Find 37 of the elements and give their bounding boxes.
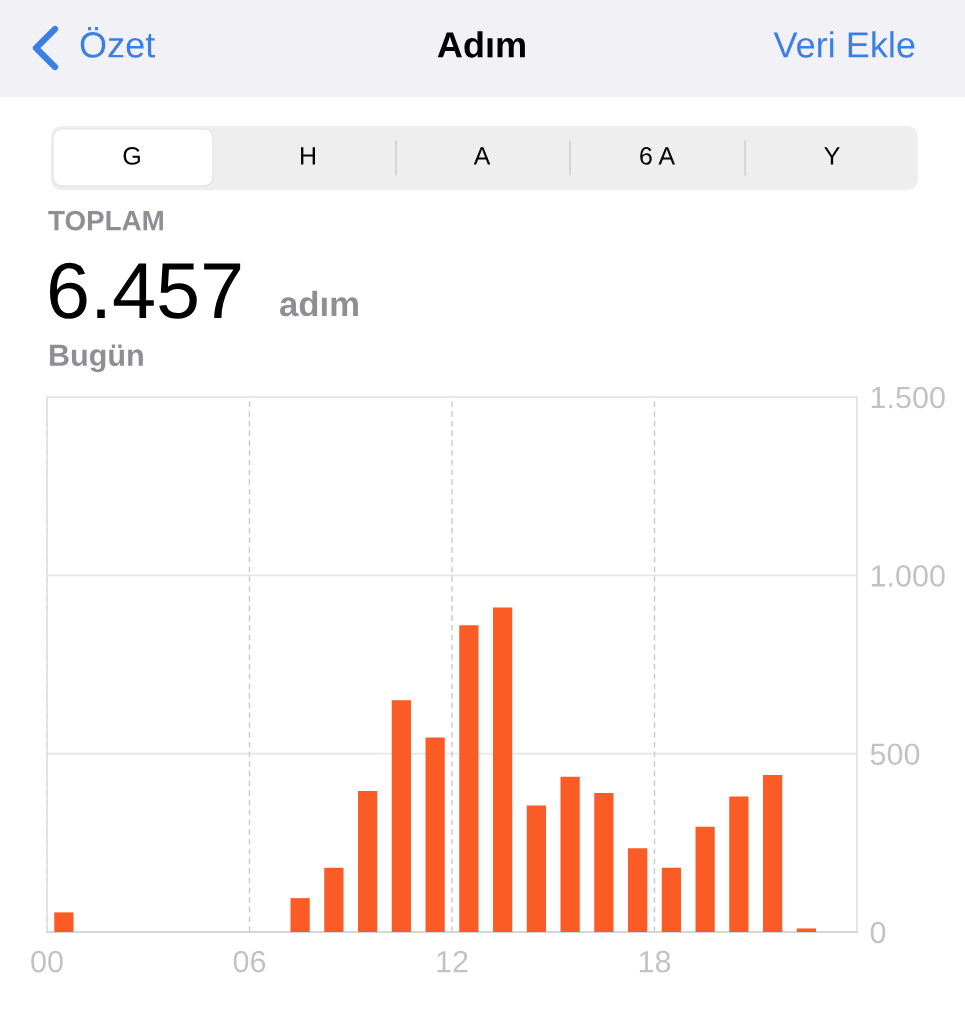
chart-title: Adım bbox=[437, 31, 525, 58]
text: Y bbox=[824, 147, 840, 165]
y-tick-label: 1.500 bbox=[871, 386, 945, 409]
text: G bbox=[123, 147, 140, 165]
bar bbox=[796, 928, 816, 932]
bar bbox=[459, 625, 479, 932]
text: adım bbox=[280, 290, 358, 317]
text: A bbox=[473, 147, 491, 165]
text: H bbox=[301, 147, 315, 165]
text: Veri Ekle bbox=[773, 31, 915, 58]
text: 6 A bbox=[640, 147, 676, 165]
bar bbox=[763, 775, 783, 932]
bar bbox=[526, 805, 546, 932]
y-tick-label: 1.000 bbox=[871, 565, 945, 587]
x-tick-label: 00 bbox=[31, 950, 63, 973]
x-tick-label: 06 bbox=[233, 950, 266, 973]
bar bbox=[695, 826, 715, 932]
y-tick-label: 0 bbox=[870, 921, 886, 944]
x-tick-label: 12 bbox=[437, 950, 468, 973]
bar bbox=[391, 700, 411, 932]
bar bbox=[290, 898, 310, 932]
bar bbox=[493, 607, 513, 932]
y-tick-label: 500 bbox=[870, 743, 920, 766]
bar bbox=[661, 867, 681, 932]
bar bbox=[358, 791, 378, 932]
text: 6.457 bbox=[50, 262, 241, 319]
text: Özet bbox=[80, 27, 155, 58]
text: TOPLAM bbox=[48, 210, 163, 231]
bar bbox=[594, 792, 614, 932]
bar bbox=[560, 776, 580, 932]
bar bbox=[425, 737, 445, 932]
bar bbox=[54, 912, 74, 932]
bar bbox=[324, 867, 344, 932]
bar bbox=[729, 796, 749, 932]
text: Bugün bbox=[50, 344, 143, 373]
x-tick-label: 18 bbox=[639, 950, 671, 973]
bar bbox=[628, 848, 648, 932]
